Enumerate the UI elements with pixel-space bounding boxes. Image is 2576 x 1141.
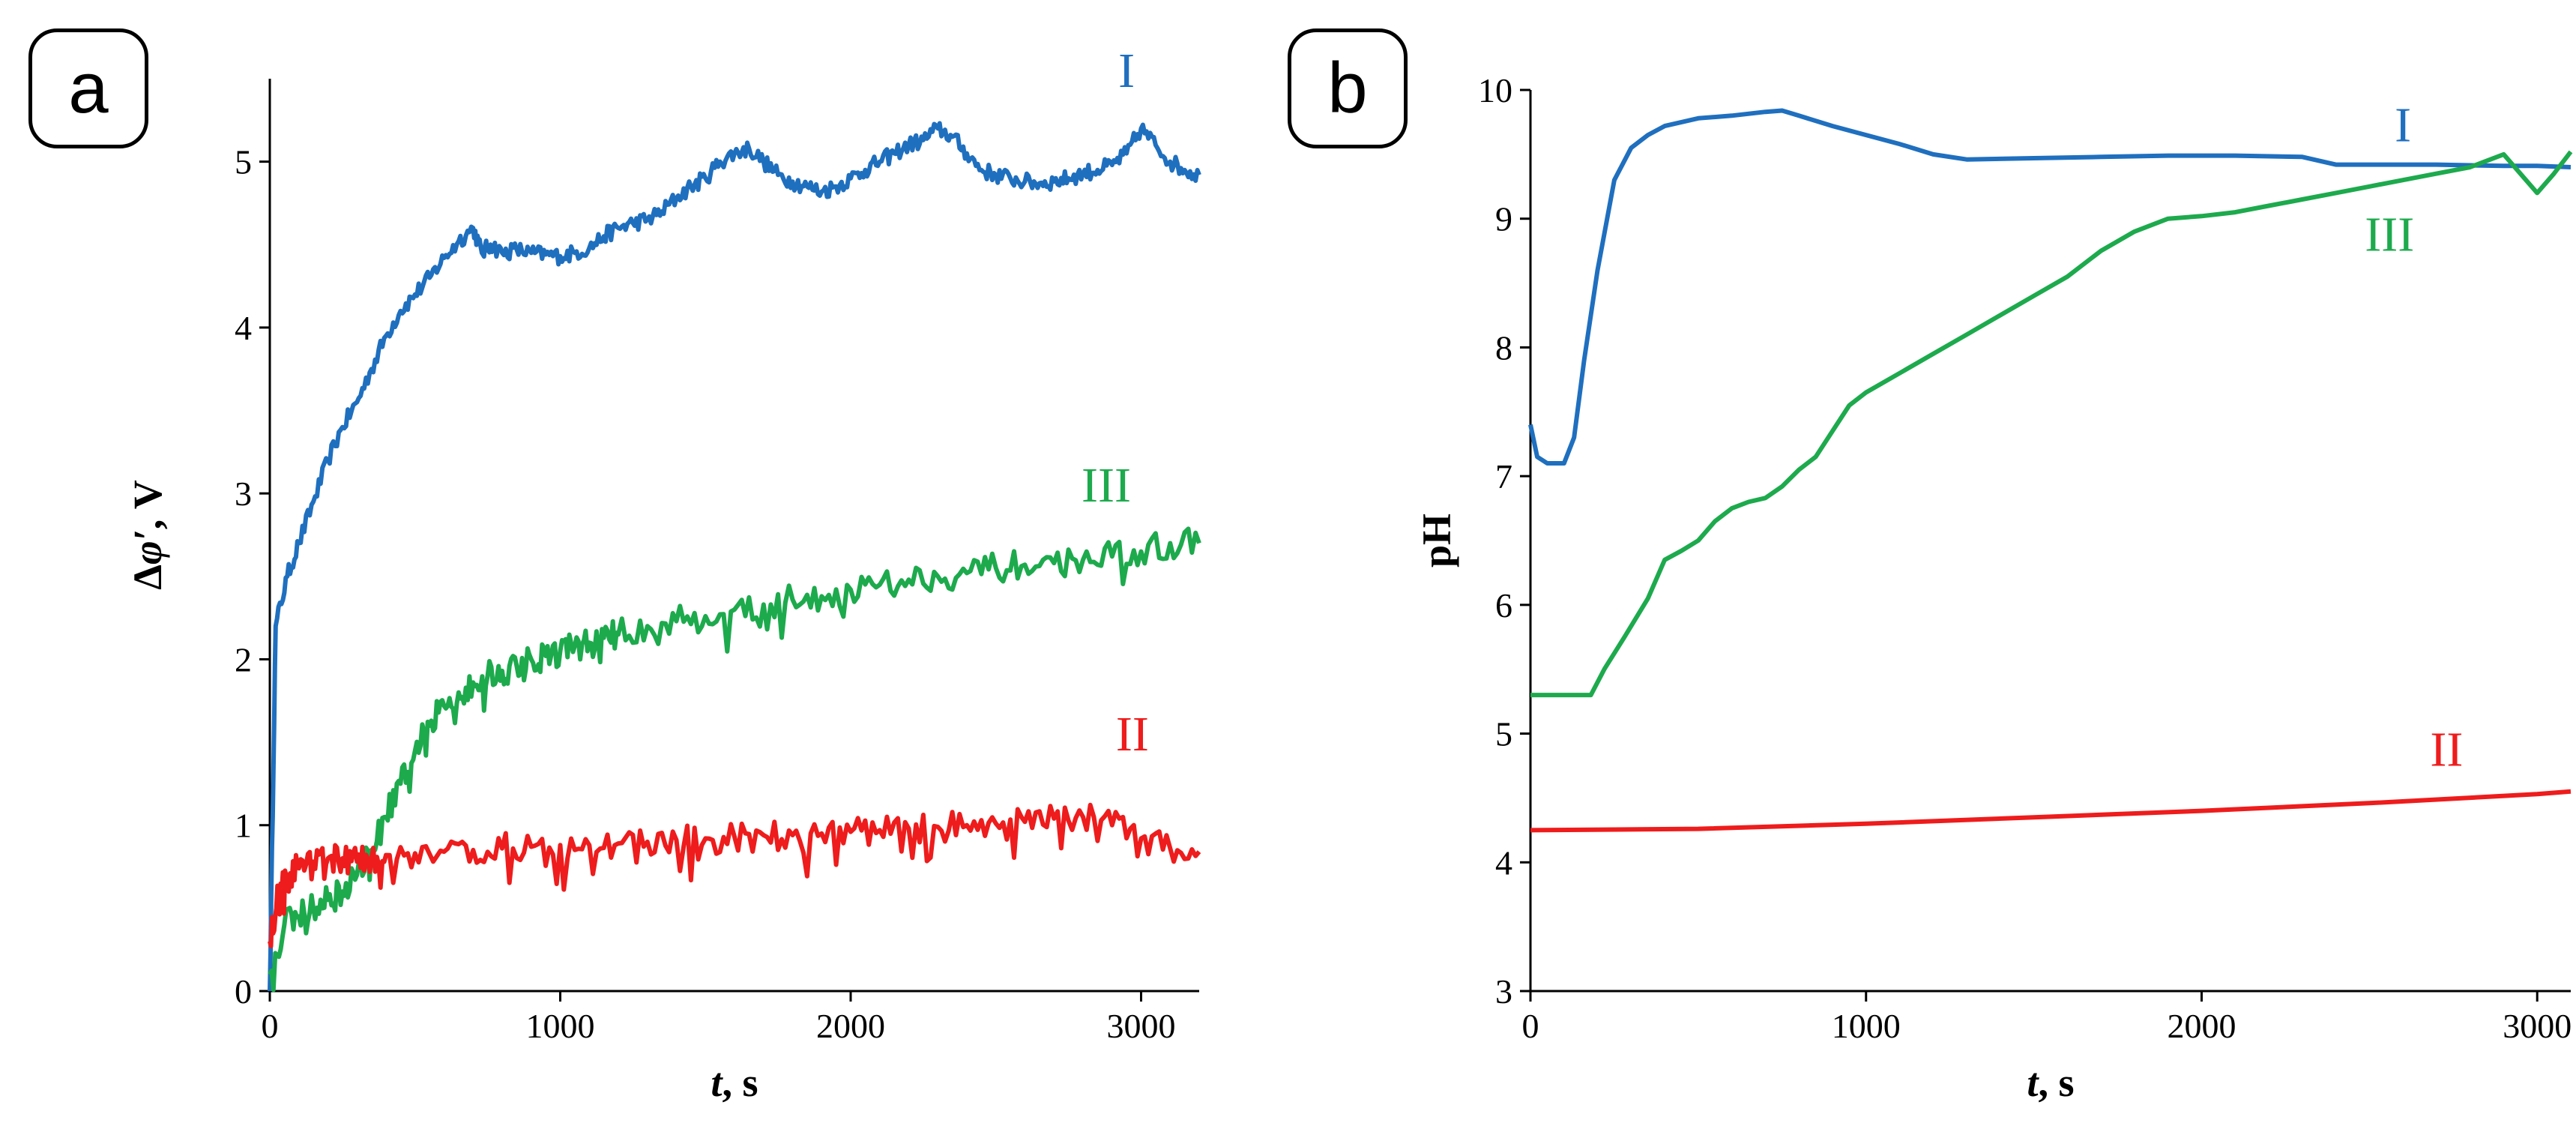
panel-a-label: a <box>28 28 148 148</box>
chartb-x-tick-label: 2000 <box>2167 1007 2236 1045</box>
chartb-y-tick-label: 3 <box>1495 972 1512 1011</box>
chartb-x-tick-label: 0 <box>1522 1007 1539 1045</box>
charta-series-ii <box>268 802 1201 948</box>
charta-y-tick-label: 3 <box>235 475 252 513</box>
charta-x-tick-label: 3000 <box>1107 1007 1176 1045</box>
chartb-series-ii <box>1530 789 2572 833</box>
charta-y-tick-label: 0 <box>235 972 252 1011</box>
charta-x-label: t, s <box>711 1060 758 1105</box>
charta-annotation-ii: II <box>1116 707 1149 762</box>
charta-y-tick-label: 4 <box>235 309 252 347</box>
chartb-y-tick-label: 5 <box>1495 715 1512 753</box>
chartb-y-tick-label: 10 <box>1478 71 1512 109</box>
charta-annotation-i: I <box>1118 43 1135 98</box>
charta-x-tick-label: 2000 <box>816 1007 885 1045</box>
charta-series-iii <box>268 526 1201 993</box>
chartb-series-i <box>1528 108 2572 466</box>
charta-y-tick-label: 5 <box>235 143 252 181</box>
chartb-x-tick-label: 1000 <box>1832 1007 1901 1045</box>
chartb-y-tick-label: 6 <box>1495 586 1512 624</box>
charta-x-tick-label: 1000 <box>526 1007 595 1045</box>
charta-annotation-iii: III <box>1082 458 1131 513</box>
chartb-series-iii <box>1530 150 2573 698</box>
chartb-y-tick-label: 7 <box>1495 457 1512 496</box>
chartb-y-tick-label: 8 <box>1495 328 1512 367</box>
chartb-y-label: pH <box>1414 514 1459 568</box>
charta-y-label: Δφ′, V <box>125 480 170 590</box>
charta-y-tick-label: 2 <box>235 640 252 678</box>
chartb-x-tick-label: 3000 <box>2503 1007 2572 1045</box>
chartb-annotation-ii: II <box>2430 723 2463 777</box>
charta-x-tick-label: 0 <box>262 1007 279 1045</box>
charta-y-tick-label: 1 <box>235 807 252 845</box>
panel-b-label: b <box>1288 28 1408 148</box>
charta-series-i <box>268 121 1201 992</box>
chartb-annotation-i: I <box>2395 98 2411 153</box>
chartb-y-tick-label: 4 <box>1495 843 1512 882</box>
chartb-x-label: t, s <box>2027 1060 2074 1105</box>
chartb-y-tick-label: 9 <box>1495 200 1512 238</box>
chartb-annotation-iii: III <box>2365 208 2414 262</box>
